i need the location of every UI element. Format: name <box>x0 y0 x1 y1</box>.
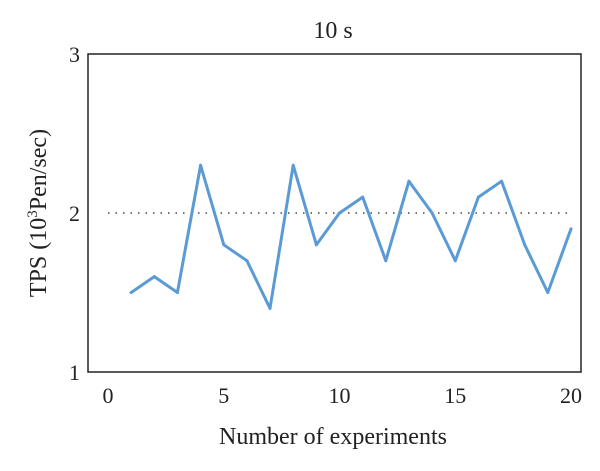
data-point <box>199 163 203 167</box>
data-point <box>245 259 249 263</box>
series-points <box>129 163 573 310</box>
y-axis-title-superscript: 3 <box>25 210 41 218</box>
data-point <box>430 211 434 215</box>
data-point <box>129 291 133 294</box>
data-point <box>453 259 457 263</box>
x-tick-label: 0 <box>103 383 114 408</box>
data-point <box>384 259 388 263</box>
x-tick-label: 20 <box>560 383 582 408</box>
x-tick-label: 5 <box>218 383 229 408</box>
plot-frame <box>87 53 582 373</box>
y-tick-label: 1 <box>69 360 80 385</box>
data-point <box>175 291 179 294</box>
data-point <box>291 163 295 167</box>
y-axis-ticks: 1 2 3 <box>69 42 80 385</box>
data-point <box>338 211 341 215</box>
data-point <box>222 243 226 247</box>
data-point <box>523 243 527 247</box>
data-point <box>500 179 504 183</box>
data-point <box>476 195 480 199</box>
x-axis-ticks: 0 5 10 15 20 <box>103 383 583 408</box>
y-axis-title-prefix: TPS (10 <box>26 218 52 297</box>
data-point <box>407 179 411 183</box>
data-point <box>569 227 573 231</box>
chart-title: 10 s <box>313 18 352 44</box>
x-tick-label: 15 <box>444 383 466 408</box>
y-axis-title: TPS (103Pen/sec) <box>25 129 52 297</box>
x-tick-label: 10 <box>329 383 351 408</box>
y-tick-label: 2 <box>69 201 80 226</box>
data-point <box>152 275 156 279</box>
y-tick-label: 3 <box>69 42 80 67</box>
data-point <box>546 291 550 294</box>
y-axis-title-suffix: Pen/sec) <box>26 129 52 210</box>
series-line <box>129 163 573 310</box>
data-point <box>361 195 365 199</box>
data-point <box>268 306 272 310</box>
x-axis-title: Number of experiments <box>219 424 447 450</box>
data-point <box>314 243 318 247</box>
